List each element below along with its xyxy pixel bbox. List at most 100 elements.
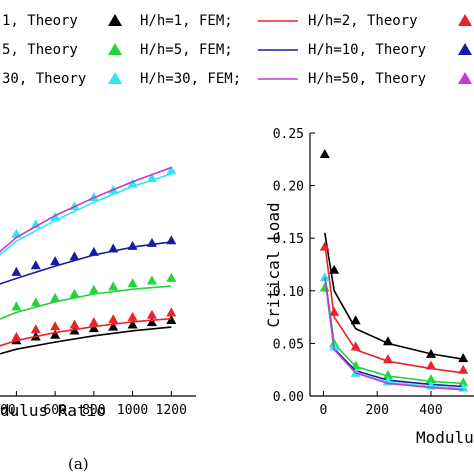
- chart0-series-5-theory-line: [0, 166, 172, 253]
- legend-label-5: H/h=5, FEM;: [140, 42, 233, 58]
- chart0-xtick-label-0: 00: [0, 403, 16, 418]
- chart1-ytick-label-2: 0.10: [273, 285, 304, 300]
- legend-entry-6: H/h=10, Theory: [258, 42, 472, 58]
- chart1-series-0-fem-point-0: [319, 149, 330, 159]
- chart1-series-2-fem-point-4: [425, 374, 436, 384]
- chart1-series-1-fem-point-4: [425, 360, 436, 370]
- chart0-series-1-fem-point-3: [69, 319, 80, 329]
- chart1-series-0-fem-point-4: [425, 348, 436, 358]
- chart0-series-1-fem-point-6: [127, 311, 138, 321]
- legend: 1, Theory H/h=1, FEM; H/h=2, Theory 5, T…: [2, 13, 472, 87]
- chart1-xtick-label-1: 200: [365, 403, 388, 418]
- legend-label-4: 5, Theory: [2, 42, 78, 58]
- legend-label-6: H/h=10, Theory: [308, 42, 426, 58]
- legend-marker-1: [108, 14, 122, 26]
- chart1-series-0-theory-line: [324, 232, 464, 360]
- chart-left: 00 600 800 1000 1200 dulus Ratio: [0, 165, 196, 420]
- chart1-series-2-theory-line: [324, 274, 464, 385]
- chart1-series-1-fem-point-1: [329, 306, 340, 316]
- chart0-series-3-fem-point-4: [88, 246, 99, 256]
- legend-entry-4: 5, Theory: [2, 42, 78, 58]
- chart0-series-2-fem-point-4: [88, 284, 99, 294]
- chart0-series-3-fem-point-8: [166, 235, 177, 245]
- chart0-series-4-fem-point-1: [30, 219, 41, 229]
- chart1-series-1-fem-point-2: [350, 341, 361, 351]
- chart1-ytick-label-5: 0.25: [273, 127, 304, 142]
- chart0-series-0-fem-point-2: [50, 329, 61, 339]
- chart1-series-1-fem-point-0: [319, 241, 330, 251]
- chart1-ytick-label-1: 0.05: [273, 337, 304, 352]
- chart1-ytick-label-4: 0.20: [273, 180, 304, 195]
- chart0-series-3-fem-point-6: [127, 240, 138, 250]
- legend-entry-3: H/h=2, Theory: [258, 13, 418, 29]
- legend-entry-8: H/h=30, FEM;: [108, 71, 241, 87]
- chart0-series-1-fem-point-1: [30, 324, 41, 334]
- panel-label: (a): [68, 455, 89, 473]
- chart0-xtick-label-3: 1000: [117, 403, 148, 418]
- chart0-series-2-fem-point-7: [146, 275, 157, 285]
- chart1-series-2-fem-point-3: [382, 369, 393, 379]
- chart0-series-3-theory-line: [0, 241, 172, 285]
- chart1-xtick-label-0: 0: [320, 403, 328, 418]
- legend-marker-9: [458, 72, 472, 84]
- chart0-series-3-fem-point-7: [146, 237, 157, 247]
- chart0-series-2-fem-point-3: [69, 288, 80, 298]
- legend-entry-1: 1, Theory: [2, 13, 78, 29]
- chart0-series-2-fem-point-0: [11, 301, 22, 311]
- chart0-series-2-theory-line: [0, 285, 172, 320]
- chart1-series-4-theory-line: [324, 276, 464, 390]
- chart0-series-1-fem-point-0: [11, 331, 22, 341]
- chart1-series-2-fem-point-5: [458, 377, 469, 387]
- legend-entry-5: H/h=5, FEM;: [108, 42, 233, 58]
- chart0-series-0-theory-line: [0, 326, 172, 355]
- chart1-xtick-label-2: 400: [419, 403, 442, 418]
- chart0-series-3-fem-point-0: [11, 266, 22, 276]
- chart0-series-0-fem-point-4: [88, 323, 99, 333]
- legend-label-1: 1, Theory: [2, 13, 78, 29]
- chart1-series-1-theory-line: [324, 243, 464, 374]
- chart1-series-4-fem-point-0: [319, 272, 330, 282]
- legend-marker-6: [458, 43, 472, 55]
- chart0-series-4-fem-point-8: [166, 165, 177, 175]
- right-y-axis-title: Critical Load: [264, 202, 283, 327]
- right-y-ticks: 0.00 0.05 0.10 0.15 0.20 0.25: [273, 127, 315, 405]
- chart0-series-2-fem-point-6: [127, 278, 138, 288]
- chart1-series-5-theory-line: [324, 276, 464, 391]
- chart0-series-3-fem-point-5: [108, 243, 119, 253]
- chart0-series-3-fem-point-1: [30, 260, 41, 270]
- chart0-series-4-fem-point-6: [127, 178, 138, 188]
- chart0-series-1-fem-point-8: [166, 307, 177, 317]
- chart0-series-1-fem-point-7: [146, 309, 157, 319]
- chart0-series-1-fem-point-4: [88, 317, 99, 327]
- legend-entry-9: H/h=50, Theory: [258, 71, 472, 87]
- chart0-series-1-fem-point-2: [50, 321, 61, 331]
- chart0-xtick-label-4: 1200: [156, 403, 187, 418]
- chart0-series-2-fem-point-1: [30, 297, 41, 307]
- chart0-series-0-fem-point-7: [146, 317, 157, 327]
- legend-marker-3: [458, 14, 472, 26]
- chart1-series-0-fem-point-2: [350, 315, 361, 325]
- chart1-series-1-fem-point-5: [458, 364, 469, 374]
- chart1-series-0-fem-point-5: [458, 353, 469, 363]
- chart0-series-0-fem-point-5: [108, 321, 119, 331]
- chart1-series-0-fem-point-1: [329, 264, 340, 274]
- chart0-series-2-fem-point-8: [166, 272, 177, 282]
- chart0-xtick-label-1: 600: [43, 403, 66, 418]
- chart0-series-4-theory-line: [0, 173, 172, 256]
- right-plot-series: [319, 149, 469, 392]
- legend-label-7: 30, Theory: [2, 71, 86, 87]
- chart0-series-0-fem-point-6: [127, 319, 138, 329]
- right-x-ticks: 0 200 400: [320, 391, 443, 418]
- chart1-series-2-fem-point-0: [319, 282, 330, 292]
- chart1-series-0-fem-point-3: [382, 336, 393, 346]
- chart1-ytick-label-3: 0.15: [273, 232, 304, 247]
- chart0-series-4-fem-point-0: [11, 228, 22, 238]
- legend-entry-7: 30, Theory: [2, 71, 86, 87]
- legend-label-2: H/h=1, FEM;: [140, 13, 233, 29]
- chart1-ytick-label-0: 0.00: [273, 390, 304, 405]
- chart0-series-1-fem-point-5: [108, 314, 119, 324]
- chart0-xtick-label-2: 800: [82, 403, 105, 418]
- chart1-series-1-fem-point-3: [382, 354, 393, 364]
- chart0-series-2-fem-point-2: [50, 292, 61, 302]
